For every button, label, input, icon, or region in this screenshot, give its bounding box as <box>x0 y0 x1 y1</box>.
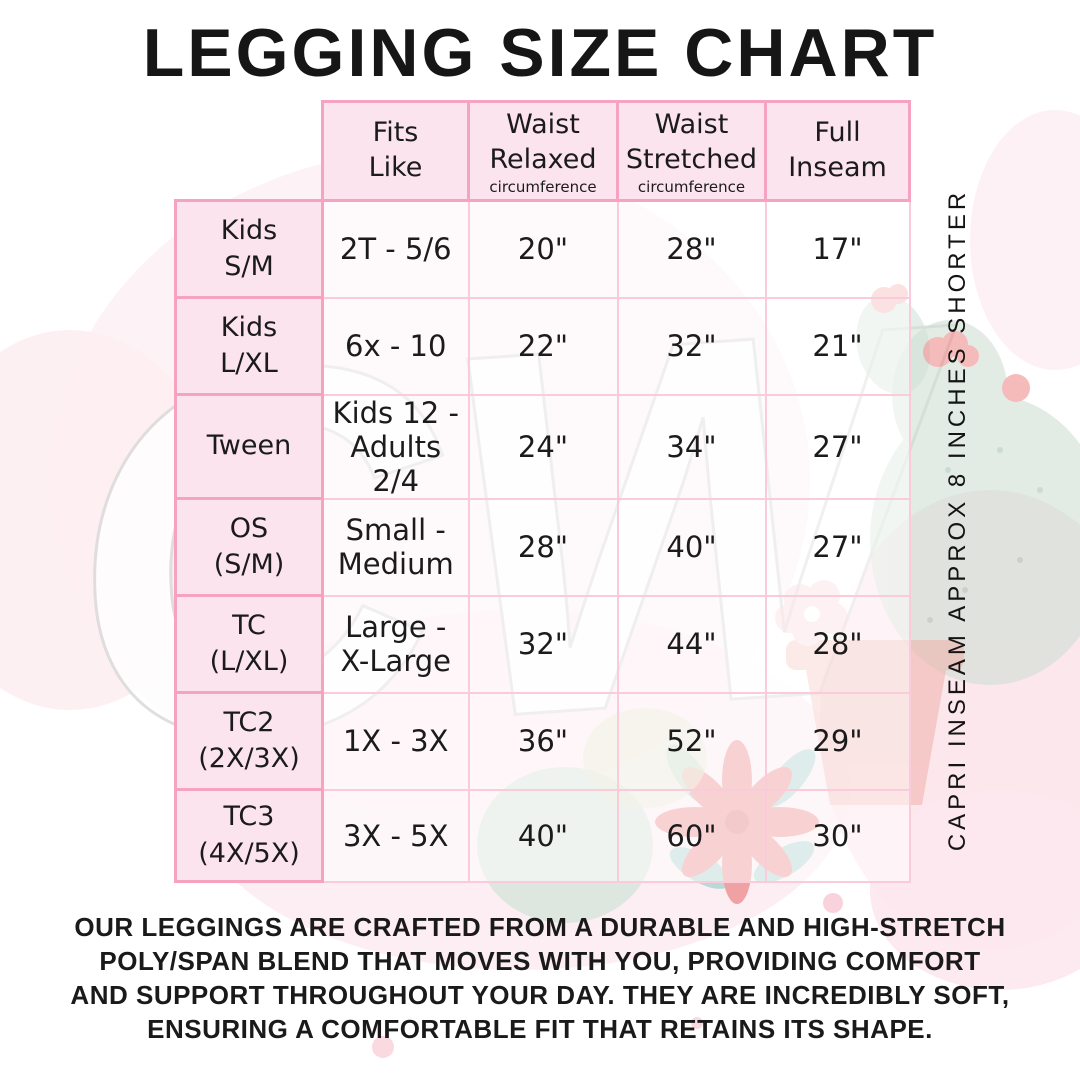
table-row: TC (L/XL) Large - X-Large 32" 44" 28" <box>174 594 911 694</box>
cell-full-inseam: 29" <box>764 691 911 791</box>
cell-full-inseam: 28" <box>764 594 911 694</box>
cell-waist-relaxed: 40" <box>467 788 619 883</box>
column-header-fits-like: Fits Like <box>321 100 470 202</box>
column-header-full-inseam: Full Inseam <box>764 100 911 202</box>
row-header-size: TC3 (4X/5X) <box>174 788 324 883</box>
cell-fits-like: Small - Medium <box>321 497 470 597</box>
description-line: AND SUPPORT THROUGHOUT YOUR DAY. THEY AR… <box>70 980 1010 1010</box>
cell-fits-like: 3X - 5X <box>321 788 470 883</box>
column-header-waist-stretched: Waist Stretched circumference <box>616 100 767 202</box>
page-title: LEGGING SIZE CHART <box>142 15 938 91</box>
description-line: ENSURING A COMFORTABLE FIT THAT RETAINS … <box>147 1014 933 1044</box>
table-row: TC2 (2X/3X) 1X - 3X 36" 52" 29" <box>174 691 911 791</box>
column-header-label: Fits Like <box>368 116 423 183</box>
row-header-size: TC (L/XL) <box>174 594 324 694</box>
row-header-size: Kids L/XL <box>174 296 324 396</box>
cell-waist-stretched: 28" <box>616 199 767 299</box>
row-header-size: OS (S/M) <box>174 497 324 597</box>
table-row: OS (S/M) Small - Medium 28" 40" 27" <box>174 497 911 597</box>
cell-waist-stretched: 44" <box>616 594 767 694</box>
table-row: TC3 (4X/5X) 3X - 5X 40" 60" 30" <box>174 788 911 883</box>
cell-fits-like: 6x - 10 <box>321 296 470 396</box>
cell-waist-relaxed: 28" <box>467 497 619 597</box>
column-header-label: Waist Stretched <box>625 108 758 175</box>
cell-fits-like: Large - X-Large <box>321 594 470 694</box>
cell-full-inseam: 27" <box>764 497 911 597</box>
description-paragraph: OUR LEGGINGS ARE CRAFTED FROM A DURABLE … <box>0 910 1080 1046</box>
cell-fits-like: 1X - 3X <box>321 691 470 791</box>
cell-waist-stretched: 52" <box>616 691 767 791</box>
cell-fits-like: 2T - 5/6 <box>321 199 470 299</box>
cell-full-inseam: 17" <box>764 199 911 299</box>
cell-waist-relaxed: 32" <box>467 594 619 694</box>
size-chart-table: Fits Like Waist Relaxed circumference Wa… <box>174 100 911 883</box>
cell-waist-stretched: 60" <box>616 788 767 883</box>
row-header-size: Tween <box>174 393 324 500</box>
cell-full-inseam: 30" <box>764 788 911 883</box>
cell-full-inseam: 27" <box>764 393 911 500</box>
capri-inseam-note: CAPRI INSEAM APPROX 8 INCHES SHORTER <box>944 188 971 852</box>
cell-waist-relaxed: 24" <box>467 393 619 500</box>
cell-waist-relaxed: 22" <box>467 296 619 396</box>
corner-spacer <box>176 102 323 201</box>
cell-waist-relaxed: 36" <box>467 691 619 791</box>
cell-full-inseam: 21" <box>764 296 911 396</box>
column-header-subtext: circumference <box>489 177 597 196</box>
cell-waist-stretched: 34" <box>616 393 767 500</box>
column-header-label: Full Inseam <box>788 116 887 183</box>
cell-waist-stretched: 40" <box>616 497 767 597</box>
column-header-subtext: circumference <box>637 177 746 196</box>
description-line: OUR LEGGINGS ARE CRAFTED FROM A DURABLE … <box>74 912 1006 942</box>
cell-waist-stretched: 32" <box>616 296 767 396</box>
table-row: Kids S/M 2T - 5/6 20" 28" 17" <box>174 199 911 299</box>
column-header-waist-relaxed: Waist Relaxed circumference <box>467 100 619 202</box>
description-line: POLY/SPAN BLEND THAT MOVES WITH YOU, PRO… <box>99 946 981 976</box>
table-row: Tween Kids 12 - Adults 2/4 24" 34" 27" <box>174 393 911 500</box>
row-header-size: TC2 (2X/3X) <box>174 691 324 791</box>
cell-waist-relaxed: 20" <box>467 199 619 299</box>
row-header-size: Kids S/M <box>174 199 324 299</box>
cell-fits-like: Kids 12 - Adults 2/4 <box>321 393 470 500</box>
column-header-label: Waist Relaxed <box>489 108 597 175</box>
table-row: Kids L/XL 6x - 10 22" 32" 21" <box>174 296 911 396</box>
